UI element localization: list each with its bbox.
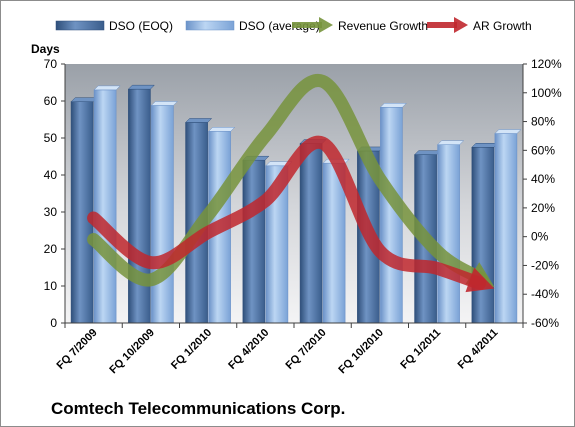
bar-cap-dso-average-fq-10-2010 (379, 103, 407, 108)
bar-cap-dso-average-fq-1-2010 (208, 127, 236, 132)
line-revenue-growth (87, 74, 488, 287)
y-right-tick-label: -40% (531, 287, 559, 301)
bar-dso-eoq-fq-4-2010 (242, 159, 266, 324)
y-left-tick-label: 70 (44, 57, 58, 71)
y-right-tick-label: 60% (531, 143, 555, 157)
x-tick-label: FQ 4/2010 (226, 327, 271, 372)
company-title: Comtech Telecommunications Corp. (51, 399, 345, 418)
bar-cap-dso-average-fq-1-2011 (437, 140, 465, 145)
bar-dso-eoq-fq-10-2009 (128, 88, 151, 324)
arrowhead-ar-growth (465, 267, 495, 293)
x-tick-label: FQ 10/2009 (107, 327, 157, 377)
y-right-tick-label: 0% (531, 230, 549, 244)
y-left-tick-label: 10 (44, 279, 58, 293)
legend-swatch-dso-eoq (55, 20, 105, 31)
legend-swatch-dso-average (185, 20, 235, 31)
bar-dso-average-fq-10-2009 (151, 105, 174, 324)
y-right-tick-label: 100% (531, 86, 562, 100)
bar-dso-eoq-fq-4-2011 (471, 147, 495, 324)
x-tick-label: FQ 7/2010 (284, 327, 329, 372)
bar-cap-dso-average-fq-7-2009 (93, 85, 121, 91)
y-left-tick-label: 20 (44, 242, 58, 256)
bar-cap-dso-eoq-fq-1-2010 (185, 118, 213, 123)
legend-swatch-revenue-growth (292, 17, 333, 33)
bar-dso-average-fq-7-2010 (322, 162, 346, 324)
y-right-tick-label: 80% (531, 115, 555, 129)
x-tick-label: FQ 4/2011 (456, 327, 501, 372)
bar-cap-dso-average-fq-10-2009 (150, 101, 178, 106)
bar-cap-dso-eoq-fq-7-2009 (70, 97, 98, 102)
x-tick-label: FQ 1/2010 (169, 327, 214, 372)
bar-dso-eoq-fq-7-2009 (70, 101, 94, 324)
bar-cap-dso-eoq-fq-10-2009 (127, 84, 155, 90)
y-right-tick-label: -60% (531, 316, 559, 330)
bar-cap-dso-average-fq-4-2011 (494, 129, 522, 134)
y-right-tick-label: -20% (531, 258, 559, 272)
line-ar-growth (87, 135, 487, 290)
y-left-tick-label: 40 (44, 168, 58, 182)
legend-label-ar-growth: AR Growth (473, 19, 532, 33)
bar-dso-eoq-fq-7-2010 (299, 143, 323, 324)
bar-cap-dso-eoq-fq-1-2011 (414, 150, 442, 155)
x-tick-label: FQ 7/2009 (55, 327, 100, 372)
x-tick-label: FQ 10/2010 (336, 327, 386, 377)
legend-label-revenue-growth: Revenue Growth (338, 19, 428, 33)
bar-dso-average-fq-4-2011 (494, 133, 518, 324)
bar-dso-average-fq-1-2011 (437, 144, 460, 324)
y-left-tick-label: 50 (44, 131, 58, 145)
bar-cap-dso-eoq-fq-4-2011 (471, 143, 499, 148)
y-right-tick-label: 20% (531, 201, 555, 215)
legend-swatch-ar-growth (427, 17, 468, 33)
y-right-tick-label: 120% (531, 57, 562, 71)
y-left-tick-label: 60 (44, 94, 58, 108)
legend: DSO (EOQ) DSO (average) Revenue Growth A… (55, 17, 532, 33)
y-axis-left-title: Days (31, 42, 60, 56)
x-tick-label: FQ 1/2011 (398, 327, 443, 372)
bar-dso-average-fq-7-2009 (93, 89, 117, 324)
lines-layer (87, 74, 495, 293)
y-left-tick-label: 30 (44, 205, 58, 219)
legend-label-dso-eoq: DSO (EOQ) (109, 19, 173, 33)
y-right-tick-label: 40% (531, 172, 555, 186)
y-left-tick-label: 0 (50, 316, 57, 330)
